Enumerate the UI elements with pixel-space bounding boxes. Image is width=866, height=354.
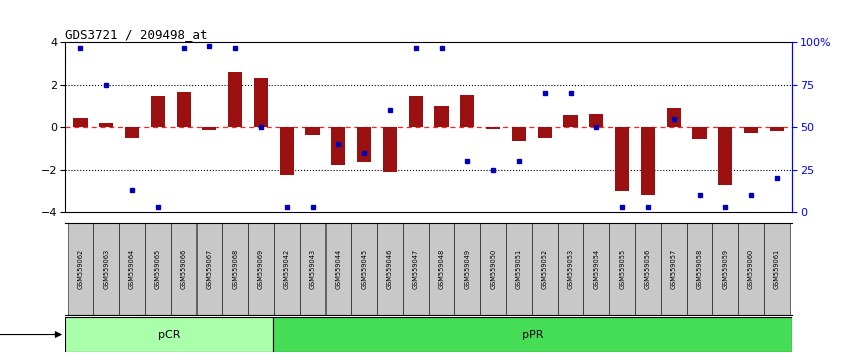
- Text: GSM559048: GSM559048: [438, 249, 444, 289]
- Bar: [74, 118, 87, 127]
- Bar: [764, 223, 790, 315]
- Bar: [610, 223, 635, 315]
- Bar: [486, 127, 501, 129]
- Bar: [203, 127, 216, 130]
- Text: GSM559054: GSM559054: [593, 249, 599, 289]
- Text: GSM559049: GSM559049: [464, 249, 470, 289]
- Bar: [99, 123, 113, 127]
- Text: GSM559060: GSM559060: [748, 249, 754, 289]
- Text: GSM559068: GSM559068: [232, 249, 238, 289]
- Text: GSM559044: GSM559044: [335, 249, 341, 289]
- Text: GSM559043: GSM559043: [309, 249, 315, 289]
- Bar: [532, 223, 558, 315]
- Bar: [332, 127, 346, 165]
- Bar: [254, 78, 268, 127]
- Bar: [409, 96, 423, 127]
- Bar: [223, 223, 248, 315]
- Text: GSM559055: GSM559055: [619, 249, 625, 289]
- Text: GSM559051: GSM559051: [516, 249, 522, 289]
- Text: GSM559067: GSM559067: [206, 249, 212, 289]
- Bar: [589, 114, 604, 127]
- Bar: [273, 317, 792, 352]
- Bar: [506, 223, 532, 315]
- Text: GDS3721 / 209498_at: GDS3721 / 209498_at: [65, 28, 208, 41]
- Bar: [120, 223, 145, 315]
- Bar: [455, 223, 481, 315]
- Bar: [171, 223, 197, 315]
- Bar: [377, 223, 403, 315]
- Bar: [687, 223, 713, 315]
- Text: GSM559066: GSM559066: [181, 249, 186, 289]
- Bar: [770, 127, 784, 131]
- Text: GSM559059: GSM559059: [722, 249, 728, 289]
- Bar: [228, 72, 242, 127]
- Text: GSM559057: GSM559057: [671, 249, 676, 289]
- Bar: [584, 223, 609, 315]
- Bar: [383, 127, 397, 172]
- Bar: [538, 127, 552, 138]
- Bar: [306, 127, 320, 135]
- Bar: [667, 108, 681, 127]
- Bar: [481, 223, 506, 315]
- Bar: [558, 223, 584, 315]
- Bar: [65, 317, 273, 352]
- Bar: [615, 127, 630, 191]
- Text: GSM559064: GSM559064: [129, 249, 135, 289]
- Bar: [326, 223, 352, 315]
- Bar: [564, 115, 578, 127]
- Text: disease state: disease state: [0, 330, 61, 339]
- Bar: [460, 95, 475, 127]
- Bar: [738, 223, 764, 315]
- Bar: [429, 223, 455, 315]
- Bar: [635, 223, 661, 315]
- Text: GSM559045: GSM559045: [361, 249, 367, 289]
- Bar: [249, 223, 274, 315]
- Bar: [151, 96, 165, 127]
- Bar: [403, 223, 429, 315]
- Text: GSM559046: GSM559046: [387, 249, 393, 289]
- Text: GSM559053: GSM559053: [567, 249, 573, 289]
- Bar: [357, 127, 372, 162]
- Text: GSM559056: GSM559056: [645, 249, 651, 289]
- Text: GSM559052: GSM559052: [542, 249, 548, 289]
- Text: GSM559050: GSM559050: [490, 249, 496, 289]
- Text: GSM559065: GSM559065: [155, 249, 161, 289]
- Text: GSM559042: GSM559042: [284, 249, 290, 289]
- Bar: [693, 127, 707, 139]
- Text: GSM559061: GSM559061: [774, 249, 780, 289]
- Text: GSM559069: GSM559069: [258, 249, 264, 289]
- Text: pPR: pPR: [522, 330, 543, 339]
- Text: GSM559047: GSM559047: [413, 249, 419, 289]
- Bar: [68, 223, 94, 315]
- Text: GSM559063: GSM559063: [103, 249, 109, 289]
- Text: pCR: pCR: [158, 330, 180, 339]
- Bar: [661, 223, 687, 315]
- Bar: [435, 106, 449, 127]
- Bar: [94, 223, 120, 315]
- Bar: [300, 223, 326, 315]
- Bar: [713, 223, 738, 315]
- Bar: [512, 127, 526, 141]
- Text: GSM559062: GSM559062: [77, 249, 83, 289]
- Bar: [718, 127, 733, 185]
- Bar: [352, 223, 377, 315]
- Bar: [177, 92, 191, 127]
- Bar: [641, 127, 655, 195]
- Bar: [744, 127, 759, 133]
- Text: GSM559058: GSM559058: [696, 249, 702, 289]
- Bar: [125, 127, 139, 138]
- Bar: [274, 223, 300, 315]
- Bar: [280, 127, 294, 175]
- Bar: [197, 223, 223, 315]
- Bar: [145, 223, 171, 315]
